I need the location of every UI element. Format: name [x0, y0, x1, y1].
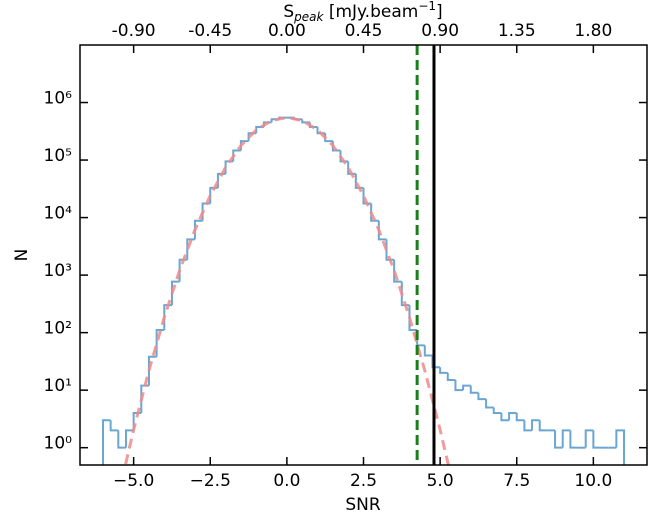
- histogram-bin: [408, 305, 418, 332]
- histogram-bin: [255, 126, 264, 134]
- histogram-bin: [523, 420, 533, 432]
- histogram-bin: [117, 430, 126, 449]
- histogram-bin: [393, 259, 402, 283]
- label-part: ]: [436, 2, 443, 22]
- histogram-bin: [224, 160, 234, 174]
- histogram-bin: [569, 430, 579, 449]
- histogram-bin: [186, 238, 195, 260]
- histogram-bin: [492, 407, 502, 415]
- histogram-bin: [431, 355, 441, 369]
- x2-tick-label: -0.45: [188, 21, 232, 41]
- x2-tick-label: 0.00: [268, 21, 306, 41]
- histogram-bin: [485, 399, 494, 409]
- label-sub: peak: [293, 10, 324, 24]
- x-tick-label: 7.5: [503, 471, 530, 491]
- label-part: S: [283, 2, 294, 22]
- histogram-bin: [439, 367, 448, 374]
- y-tick-label: 10¹: [44, 376, 72, 396]
- y-tick-label: 10⁴: [44, 204, 73, 224]
- histogram-bin: [531, 419, 540, 431]
- histogram-bin: [109, 420, 119, 432]
- histogram-bin: [301, 119, 310, 124]
- y-tick-label: 10³: [44, 261, 72, 281]
- x2-tick-label: 0.90: [421, 21, 459, 41]
- histogram-bin: [500, 413, 510, 422]
- histogram-bin: [554, 430, 563, 449]
- axes-frame: [79, 44, 648, 466]
- histogram-bin: [370, 203, 379, 222]
- histogram-bin: [170, 280, 180, 306]
- x-tick-label: 0.0: [273, 471, 300, 491]
- y-axis-label: N: [12, 249, 32, 262]
- histogram-bin: [592, 430, 602, 449]
- plot-area: [101, 45, 626, 465]
- gaussian-fit: [123, 115, 450, 465]
- histogram-bin: [561, 429, 571, 448]
- histogram-bin: [538, 420, 548, 432]
- histogram-bin: [469, 385, 479, 394]
- x-tick-label: 5.0: [427, 471, 454, 491]
- x-tick-label: 10.0: [574, 471, 612, 491]
- y-tick-label: 10⁶: [44, 89, 73, 109]
- histogram-bin: [147, 355, 157, 386]
- top-axis-label: Speak [mJy.beam−1]: [283, 0, 442, 24]
- histogram-bin: [615, 429, 626, 465]
- x-tick-label: −2.5: [190, 471, 231, 491]
- y-tick-label: 10²: [44, 319, 72, 339]
- y-tick-label: 10⁵: [44, 146, 72, 166]
- label-part: [mJy.beam: [323, 2, 418, 22]
- x2-tick-label: 0.45: [345, 21, 383, 41]
- label-sup: −1: [418, 0, 436, 13]
- y-tick-label: 10⁰: [44, 434, 73, 454]
- histogram-bin: [101, 419, 111, 465]
- histogram-bin: [584, 429, 594, 448]
- histogram-bin: [446, 372, 456, 382]
- histogram-bin: [454, 380, 464, 392]
- x2-tick-label: 1.80: [574, 21, 612, 41]
- histogram-bin: [515, 413, 525, 422]
- histogram-bin: [462, 384, 471, 391]
- x2-tick-label: -0.90: [112, 21, 156, 41]
- histogram-bin: [423, 345, 433, 357]
- x-tick-label: −5.0: [113, 471, 154, 491]
- histogram-bin: [477, 392, 487, 401]
- histogram-bin: [124, 429, 134, 448]
- x-axis-label: SNR: [345, 495, 381, 515]
- x-tick-label: 2.5: [350, 471, 377, 491]
- x2-tick-label: 1.35: [498, 21, 536, 41]
- histogram-bin: [508, 412, 517, 421]
